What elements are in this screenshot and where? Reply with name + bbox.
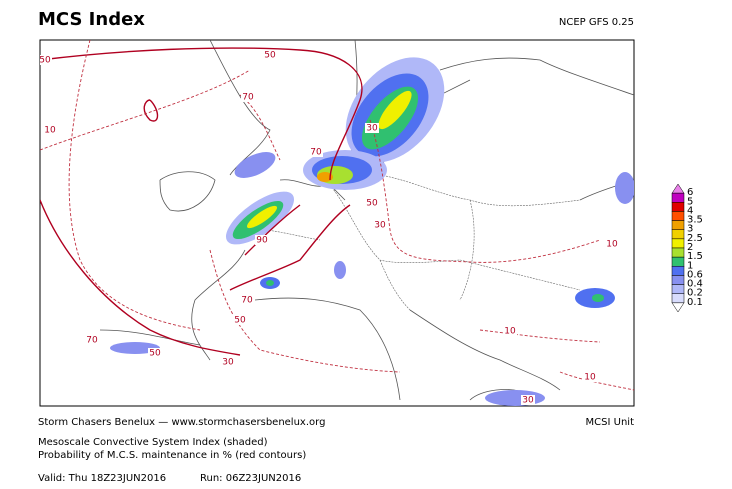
unit: MCSI Unit xyxy=(586,417,635,428)
contour-label-bg xyxy=(309,147,323,157)
contour-label-bg xyxy=(40,55,52,65)
contour-label-bg xyxy=(521,395,535,405)
colorbar-band xyxy=(671,211,685,221)
colorbar-label: 2 xyxy=(687,242,693,253)
colorbar-label: 0.1 xyxy=(687,297,703,308)
contour-label-bg xyxy=(221,357,235,367)
colorbar-label: 1 xyxy=(687,260,693,271)
colorbar-cap xyxy=(671,183,685,194)
contour-label: 70 xyxy=(310,148,322,158)
contour-label: 90 xyxy=(256,236,268,246)
contour-label: 10 xyxy=(606,240,618,250)
contour-label-bg xyxy=(583,372,597,382)
contour-label-bg xyxy=(373,220,387,230)
contour-label-bg xyxy=(240,295,254,305)
contour-label: 70 xyxy=(241,296,253,306)
colorbar-band xyxy=(671,266,685,276)
colorbar-band xyxy=(671,256,685,267)
model-label: NCEP GFS 0.25 xyxy=(559,17,634,28)
colorbar-label: 1.5 xyxy=(687,251,703,262)
colorbar-label: 3 xyxy=(687,224,693,235)
contour-label-bg xyxy=(85,335,99,345)
contour-label: 50 xyxy=(234,316,246,326)
contour-label-bg xyxy=(365,123,379,133)
contour-label: 30 xyxy=(366,124,378,134)
source: Storm Chasers Benelux — www.stormchasers… xyxy=(38,417,325,428)
contour-label-bg xyxy=(43,125,57,135)
colorbar-label: 0.4 xyxy=(687,279,703,290)
contour-label: 50 xyxy=(149,349,161,359)
run-time: Run: 06Z23JUN2016 xyxy=(200,473,301,484)
contour-label: 10 xyxy=(584,373,596,383)
colorbar-band xyxy=(671,202,685,212)
colorbar-band xyxy=(671,192,685,203)
colorbar-label: 4 xyxy=(687,205,693,216)
contour-label-bg xyxy=(233,315,247,325)
contour-label: 30 xyxy=(222,358,234,368)
contour-label-bg xyxy=(263,50,277,60)
colorbar-label: 0.2 xyxy=(687,288,703,299)
shading xyxy=(110,57,634,406)
contour-label: 50 xyxy=(39,56,51,66)
contour-label-bg xyxy=(241,92,255,102)
contour-label-bg xyxy=(365,198,379,208)
colorbar-cap xyxy=(671,302,685,313)
contour-label: 10 xyxy=(504,327,516,337)
colorbar-band xyxy=(671,229,685,240)
colorbar-band xyxy=(671,284,685,294)
colorbar-label: 2.5 xyxy=(687,233,703,244)
valid-time: Valid: Thu 18Z23JUN2016 xyxy=(38,473,166,484)
contour-label: 50 xyxy=(366,199,378,209)
title: MCS Index xyxy=(38,9,145,30)
colorbar-band xyxy=(671,220,685,230)
map: 50 50 70 10 70 30 90 50 30 70 50 70 50 30 10 10 10 30 xyxy=(39,39,635,407)
contour-label: 30 xyxy=(374,221,386,231)
contour-label: 30 xyxy=(522,396,534,406)
contour-label-bg xyxy=(503,326,517,336)
colorbar-band xyxy=(671,247,685,258)
colorbar-label: 3.5 xyxy=(687,215,703,226)
contour-label: 50 xyxy=(264,51,276,61)
contour-label-bg xyxy=(605,239,619,249)
description: Probability of M.C.S. maintenance in % (… xyxy=(38,450,306,461)
colorbar-band xyxy=(671,275,685,285)
colorbar-label: 0.6 xyxy=(687,269,703,280)
colorbar-label: 5 xyxy=(687,196,693,207)
contour-label: 70 xyxy=(242,93,254,103)
contour-label: 70 xyxy=(86,336,98,346)
colorbar-band xyxy=(671,238,685,249)
contour-label-bg xyxy=(255,235,269,245)
contour-label-bg xyxy=(148,348,162,358)
contour-label: 10 xyxy=(44,126,56,136)
colorbar-band xyxy=(671,293,685,304)
colorbar-label: 6 xyxy=(687,187,693,198)
description: Mesoscale Convective System Index (shade… xyxy=(38,437,268,448)
